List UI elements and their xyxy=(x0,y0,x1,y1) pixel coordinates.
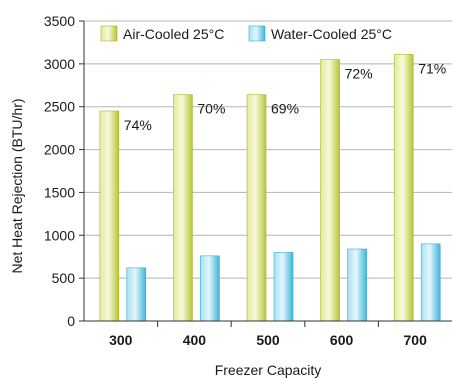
gridlines xyxy=(84,20,452,279)
legend-swatch xyxy=(248,25,266,42)
x-tick-label: 500 xyxy=(256,332,280,348)
data-label: 70% xyxy=(197,101,225,117)
data-labels: 74% 70% 69% 72% 71% xyxy=(124,60,446,133)
y-tick-label: 3000 xyxy=(44,56,75,72)
data-label: 71% xyxy=(418,60,446,76)
bar-water-600 xyxy=(347,248,367,322)
x-tick-label: 600 xyxy=(330,332,354,348)
bar-air-300 xyxy=(99,110,120,322)
x-tick-label: 400 xyxy=(183,332,207,348)
x-axis-title: Freezer Capacity xyxy=(215,362,322,378)
bar-air-400 xyxy=(173,94,193,322)
x-tick-label: 700 xyxy=(404,332,428,348)
y-tick-label: 500 xyxy=(52,270,76,286)
bar-air-600 xyxy=(320,59,340,322)
bar-water-300 xyxy=(126,267,147,322)
bars xyxy=(99,54,441,322)
data-label: 72% xyxy=(345,66,373,82)
y-tick-label: 1000 xyxy=(44,227,75,243)
y-tick-label: 2500 xyxy=(44,99,75,115)
bar-water-400 xyxy=(200,255,220,322)
legend: Air-Cooled 25°C Water-Cooled 25°C xyxy=(100,25,392,42)
x-tick-label: 300 xyxy=(109,332,133,348)
bar-air-500 xyxy=(246,94,267,322)
legend-label: Water-Cooled 25°C xyxy=(271,26,392,42)
axes: 0 500 1000 1500 2000 2500 3000 3500 300 400 500 600… xyxy=(44,13,452,348)
y-tick-label: 3500 xyxy=(44,13,75,29)
data-label: 74% xyxy=(124,117,152,133)
legend-swatch xyxy=(100,25,118,42)
bar-air-700 xyxy=(393,54,414,322)
bar-water-700 xyxy=(420,243,441,322)
legend-label: Air-Cooled 25°C xyxy=(123,26,224,42)
bar-water-500 xyxy=(273,252,294,322)
data-label: 69% xyxy=(271,101,299,117)
y-tick-label: 1500 xyxy=(44,184,75,200)
y-tick-label: 2000 xyxy=(44,142,75,158)
y-axis-title: Net Heat Rejection (BTU/hr) xyxy=(9,98,25,273)
y-tick-label: 0 xyxy=(67,313,75,329)
